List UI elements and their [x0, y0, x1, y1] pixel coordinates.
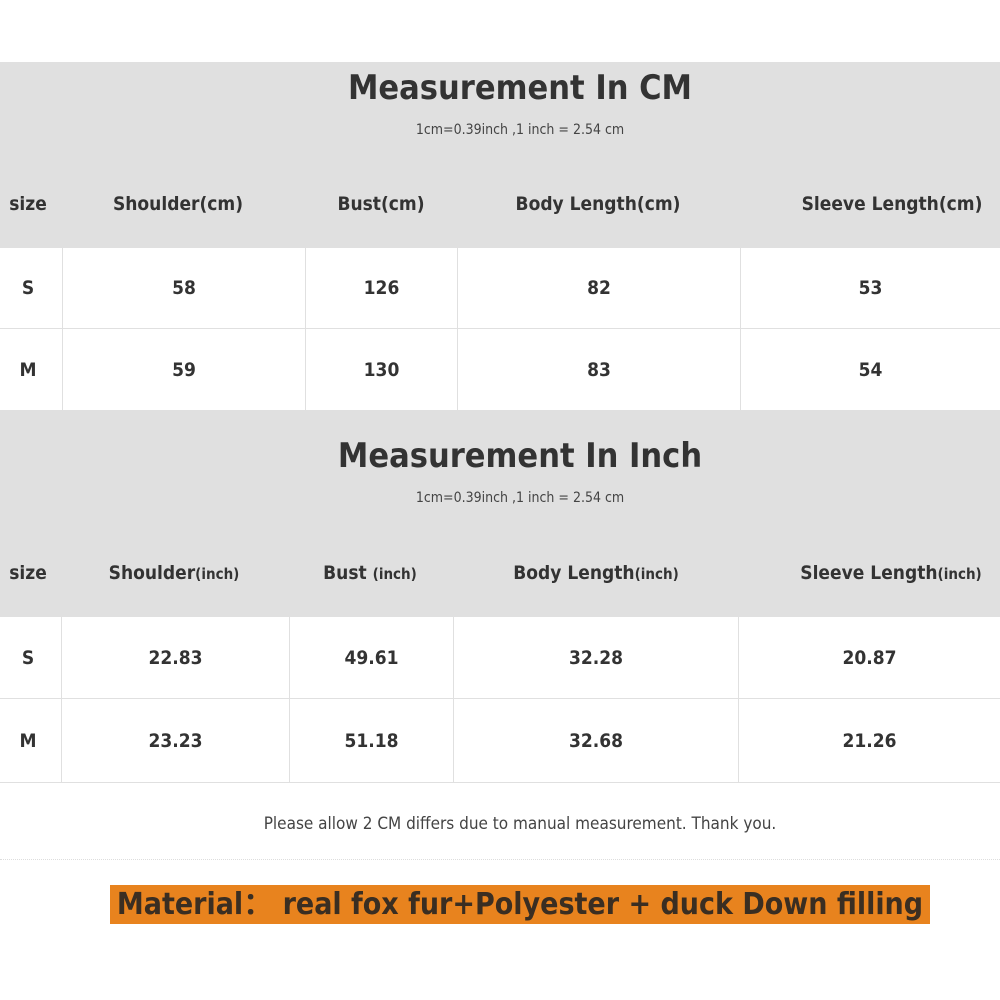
- size-cell: S: [21, 646, 35, 669]
- inch-header-row: size Shoulder(inch) Bust (inch) Body Length…: [0, 562, 1000, 586]
- value-cell: 58: [62, 248, 305, 328]
- column-header: Sleeve Length(cm): [802, 193, 983, 215]
- value-cell: 53: [740, 248, 1000, 328]
- cm-table-subtitle: 1cm=0.39inch ,1 inch = 2.54 cm: [415, 122, 625, 138]
- value-cell: 49.61: [289, 617, 453, 698]
- measurement-note: Please allow 2 CM differs due to manual …: [263, 814, 777, 834]
- divider: [0, 859, 1000, 860]
- column-header-label: Bust: [323, 562, 373, 584]
- column-header-label: size: [9, 193, 47, 215]
- value-cell: 51.18: [289, 699, 453, 782]
- table-row: S 22.83 49.61 32.28 20.87: [0, 617, 1000, 699]
- column-header-unit: (inch): [195, 565, 240, 583]
- column-header: Body Length(cm): [516, 193, 681, 215]
- material-banner: Material： real fox fur+Polyester + duck …: [110, 885, 930, 924]
- column-header-label: Sleeve Length: [800, 562, 938, 584]
- column-header-label: Body Length(cm): [515, 193, 681, 215]
- column-header: Shoulder(inch): [109, 562, 240, 584]
- column-header: size: [9, 562, 47, 584]
- value-cell: 54: [740, 329, 1000, 410]
- cm-table-header: Measurement In CM 1cm=0.39inch ,1 inch =…: [0, 62, 1000, 248]
- table-row: M 23.23 51.18 32.68 21.26: [0, 699, 1000, 783]
- column-header-unit: (inch): [634, 565, 679, 583]
- value-cell: 83: [457, 329, 740, 410]
- column-header: Bust (inch): [323, 562, 417, 584]
- inch-table-subtitle: 1cm=0.39inch ,1 inch = 2.54 cm: [415, 490, 625, 506]
- column-header: size: [9, 193, 47, 215]
- inch-table-title: Measurement In Inch: [337, 436, 703, 476]
- table-row: S 58 126 82 53: [0, 248, 1000, 329]
- value-cell: 82: [457, 248, 740, 328]
- column-header: Sleeve Length(inch): [800, 562, 981, 584]
- column-header-label: Shoulder: [108, 562, 196, 584]
- column-header-label: Body Length: [513, 562, 635, 584]
- column-header: Shoulder(cm): [113, 193, 243, 215]
- column-header: Body Length(inch): [513, 562, 679, 584]
- column-header-label: Bust(cm): [337, 193, 425, 215]
- column-header-label: Sleeve Length(cm): [801, 193, 983, 215]
- column-header: Bust(cm): [337, 193, 424, 215]
- table-row: M 59 130 83 54: [0, 329, 1000, 411]
- column-header-unit: (inch): [372, 565, 417, 583]
- size-cell: M: [19, 729, 37, 752]
- column-header-label: Shoulder(cm): [112, 193, 244, 215]
- value-cell: 59: [62, 329, 305, 410]
- value-cell: 20.87: [738, 617, 1000, 698]
- value-cell: 130: [305, 329, 457, 410]
- cm-table-title: Measurement In CM: [347, 68, 693, 108]
- value-cell: 21.26: [738, 699, 1000, 782]
- size-cell: S: [21, 277, 35, 299]
- size-cell: M: [19, 358, 37, 381]
- inch-table-header: Measurement In Inch 1cm=0.39inch ,1 inch…: [0, 411, 1000, 617]
- value-cell: 32.28: [453, 617, 738, 698]
- cm-header-row: size Shoulder(cm) Bust(cm) Body Length(cm) S…: [0, 193, 1000, 217]
- column-header-unit: (inch): [937, 565, 982, 583]
- value-cell: 32.68: [453, 699, 738, 782]
- value-cell: 23.23: [61, 699, 289, 782]
- value-cell: 22.83: [61, 617, 289, 698]
- value-cell: 126: [305, 248, 457, 328]
- column-header-label: size: [9, 562, 47, 584]
